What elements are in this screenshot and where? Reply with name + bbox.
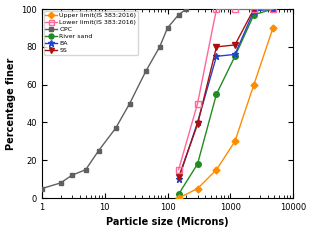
Lower limit(IS 383:2016) [177,168,180,171]
River sand [233,55,237,58]
River sand [271,8,275,10]
Upper limit(IS 383:2016) [252,83,256,86]
Upper limit(IS 383:2016) [215,168,218,171]
BA [177,178,180,181]
OPC [40,187,44,190]
OPC [128,102,132,105]
BA [252,10,256,12]
Line: OPC: OPC [39,7,189,191]
BA [196,121,199,124]
OPC [114,127,118,130]
SS [196,123,199,126]
River sand [177,193,180,196]
Lower limit(IS 383:2016) [252,8,256,10]
OPC [144,70,148,73]
Line: Upper limit(IS 383:2016): Upper limit(IS 383:2016) [176,26,275,200]
SS [177,176,180,179]
SS [252,8,256,10]
Upper limit(IS 383:2016) [177,197,180,199]
Legend: Upper limit(IS 383:2016), Lower limit(IS 383:2016), OPC, River sand, BA, SS: Upper limit(IS 383:2016), Lower limit(IS… [44,11,138,55]
OPC [59,182,62,184]
OPC [70,174,74,177]
Line: BA: BA [175,6,276,183]
OPC [166,27,169,29]
River sand [196,163,199,165]
OPC [185,8,188,10]
OPC [84,168,88,171]
BA [271,8,275,10]
Lower limit(IS 383:2016) [196,102,199,105]
Upper limit(IS 383:2016) [271,27,275,29]
Y-axis label: Percentage finer: Percentage finer [6,57,16,150]
BA [233,53,237,56]
Upper limit(IS 383:2016) [196,187,199,190]
Line: SS: SS [176,6,257,180]
Line: River sand: River sand [176,6,276,197]
OPC [158,45,162,48]
River sand [215,93,218,96]
SS [215,45,218,48]
River sand [252,13,256,16]
X-axis label: Particle size (Microns): Particle size (Microns) [106,217,229,227]
BA [215,55,218,58]
Lower limit(IS 383:2016) [233,8,237,10]
Lower limit(IS 383:2016) [271,8,275,10]
OPC [97,149,100,152]
Lower limit(IS 383:2016) [215,8,218,10]
Upper limit(IS 383:2016) [233,140,237,143]
SS [233,44,237,46]
Line: Lower limit(IS 383:2016): Lower limit(IS 383:2016) [176,6,276,172]
OPC [177,13,180,16]
